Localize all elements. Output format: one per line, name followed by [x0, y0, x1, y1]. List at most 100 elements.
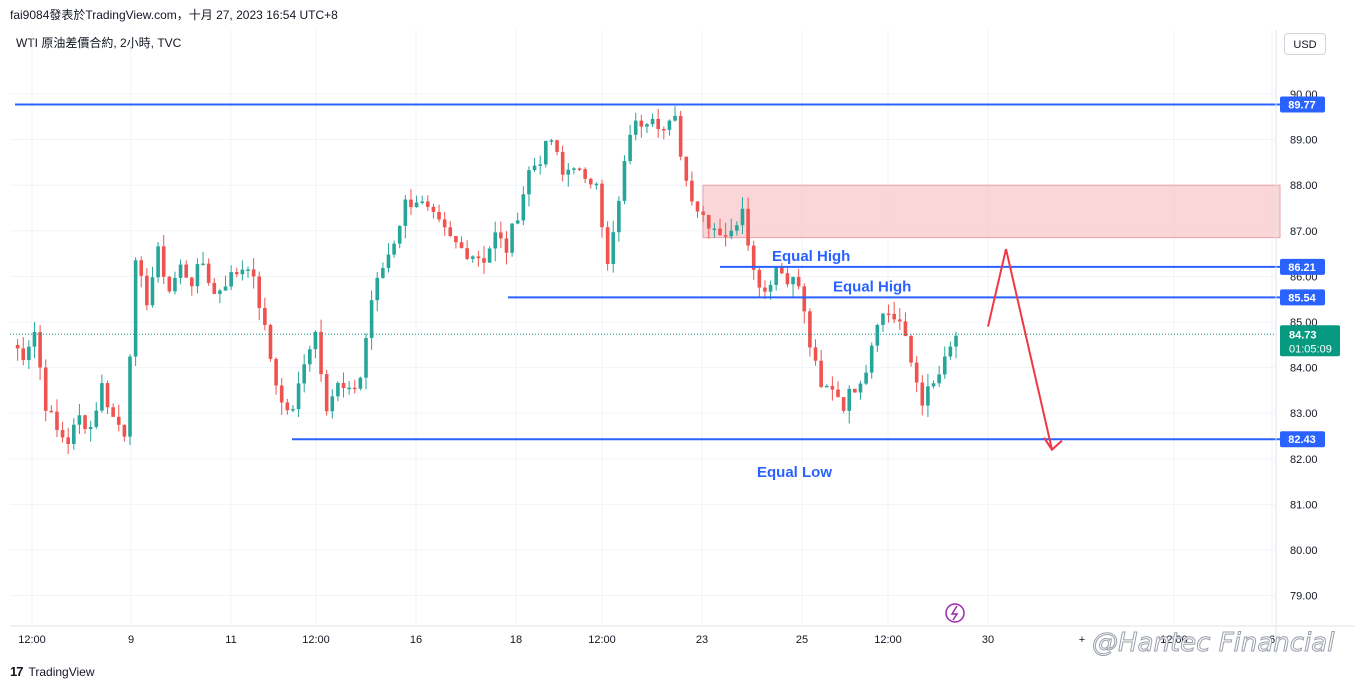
- candle-body: [409, 199, 413, 208]
- candle-body: [173, 277, 177, 292]
- y-tick-label: 79.00: [1290, 591, 1318, 603]
- candle-body: [538, 164, 542, 166]
- candle-body: [397, 225, 402, 244]
- candle-body: [802, 286, 807, 312]
- candle-body: [847, 388, 852, 411]
- candle-body: [909, 336, 913, 363]
- candle-body: [15, 344, 20, 349]
- candle-body: [246, 269, 250, 271]
- x-tick-label: 18: [510, 634, 522, 646]
- candle-body: [251, 269, 256, 277]
- candle-body: [223, 286, 228, 291]
- candle-body: [206, 263, 211, 283]
- candle-body: [414, 202, 419, 208]
- y-tick-label: 81.00: [1290, 499, 1318, 511]
- x-tick-label: 12:00: [588, 634, 616, 646]
- candle-body: [751, 245, 756, 270]
- symbol-legend[interactable]: WTI 原油差價合約, 2小時, TVC: [16, 36, 182, 50]
- price-tag-label: 82.43: [1288, 434, 1316, 446]
- candle-body: [622, 161, 627, 201]
- candle-body: [583, 169, 587, 179]
- candle-body: [577, 168, 582, 170]
- candle-body: [499, 232, 503, 239]
- tradingview-logo-text: TradingView: [28, 664, 95, 679]
- equal-high-lower-label: Equal High: [833, 278, 911, 295]
- candle-body: [549, 140, 554, 142]
- candle-body: [234, 272, 239, 275]
- candle-body: [178, 264, 183, 278]
- candle-body: [948, 346, 953, 357]
- candle-body: [892, 313, 896, 320]
- candle-body: [785, 273, 790, 285]
- x-tick-label: 12:00: [18, 634, 46, 646]
- candle-body: [841, 397, 846, 411]
- candle-body: [482, 258, 486, 263]
- candle-body: [347, 387, 351, 390]
- candle-body: [684, 156, 689, 181]
- candle-body: [819, 360, 823, 387]
- candle-body: [43, 367, 48, 411]
- price-tag-box: [1280, 431, 1325, 448]
- y-tick-label: 84.00: [1290, 363, 1318, 375]
- candle-body: [667, 120, 672, 130]
- candle-body: [313, 331, 318, 350]
- candle-body: [263, 307, 267, 325]
- level-labels: Equal High Equal High Equal Low: [757, 248, 911, 481]
- candle-body: [369, 300, 374, 339]
- candle-body: [931, 383, 936, 387]
- watermark: @Hantec Financial: [1091, 628, 1335, 659]
- candle-body: [66, 437, 70, 445]
- candle-body: [55, 411, 59, 431]
- candle-body: [723, 235, 728, 237]
- candle-body: [442, 219, 447, 228]
- candle-body: [111, 407, 115, 417]
- candle-body: [60, 430, 65, 438]
- candle-body: [38, 332, 42, 368]
- price-tag-label: 89.77: [1288, 99, 1316, 111]
- candle-body: [94, 410, 99, 427]
- candle-body: [493, 232, 498, 249]
- candle-body: [594, 183, 599, 186]
- candle-body: [678, 115, 683, 157]
- lightning-bolt: [950, 605, 959, 621]
- candle-body: [864, 372, 868, 384]
- candle-body: [504, 238, 509, 253]
- candle-body: [381, 268, 385, 278]
- supply-zone: [702, 184, 1281, 239]
- candle-body: [330, 396, 335, 412]
- candle-body: [796, 276, 801, 287]
- candle-body: [572, 168, 576, 170]
- currency-button[interactable]: USD: [1284, 33, 1326, 55]
- candle-body: [341, 382, 346, 389]
- candle-body: [611, 232, 616, 264]
- candle-body: [184, 264, 188, 278]
- candle-body: [532, 165, 537, 171]
- time-axis: 12:00 9 11 12:00 16 18 12:00 23 25 12:00 30 12:00 6 +: [10, 625, 1355, 646]
- candle-body: [920, 382, 925, 406]
- candle-body: [454, 235, 458, 243]
- x-tick-label: 16: [410, 634, 422, 646]
- candle-body: [566, 169, 571, 175]
- candle-body: [145, 275, 149, 306]
- forecast-arrow: [987, 248, 1063, 452]
- candle-body: [150, 277, 155, 306]
- candle-body: [780, 267, 784, 274]
- last-price-value: 84.73: [1289, 329, 1317, 341]
- candle-body: [487, 248, 492, 263]
- candle-body: [886, 313, 891, 316]
- x-tick-label: 12:00: [302, 634, 330, 646]
- candle-body: [77, 415, 82, 425]
- candle-body: [392, 243, 396, 255]
- candle-body: [49, 410, 54, 413]
- x-tick-label: 12:00: [874, 634, 902, 646]
- candle-body: [459, 242, 464, 249]
- candle-body: [560, 151, 565, 175]
- candle-body: [673, 115, 677, 121]
- x-tick-label: 6: [1269, 634, 1275, 646]
- candle-body: [656, 118, 660, 130]
- candle-body: [88, 426, 93, 430]
- candle-body: [521, 194, 526, 221]
- candle-body: [791, 276, 795, 285]
- tradingview-logo[interactable]: 17 TradingView: [10, 664, 95, 679]
